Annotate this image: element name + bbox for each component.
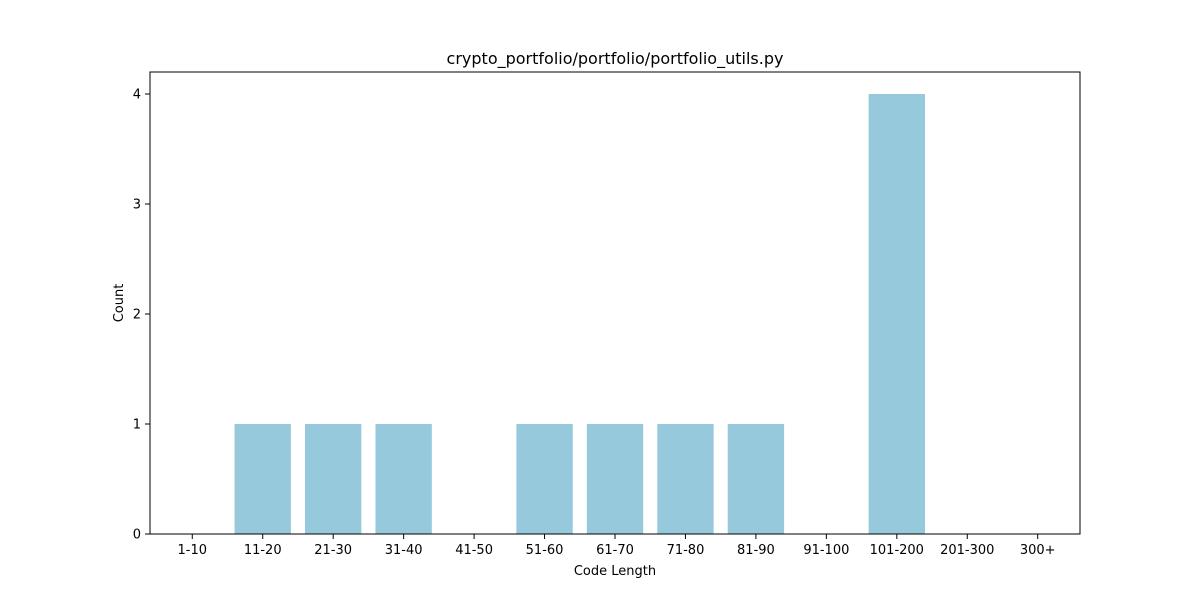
y-axis-label: Count <box>112 284 127 323</box>
bar-31-40 <box>375 424 432 534</box>
x-tick-label: 61-70 <box>596 543 634 558</box>
bar-101-200 <box>868 94 925 534</box>
x-tick-label: 31-40 <box>385 543 423 558</box>
bar-81-90 <box>727 424 785 534</box>
bar-71-80 <box>657 424 714 534</box>
x-tick-label: 91-100 <box>803 543 849 558</box>
x-tick-label: 1-10 <box>178 543 208 558</box>
x-tick-label: 21-30 <box>314 543 352 558</box>
chart-title: crypto_portfolio/portfolio/portfolio_uti… <box>447 49 784 69</box>
x-tick-label: 101-200 <box>870 543 924 558</box>
bar-21-30 <box>305 424 362 534</box>
bar-51-60 <box>516 424 573 534</box>
bars-group <box>234 94 925 534</box>
x-tick-label: 300+ <box>1020 543 1056 558</box>
x-tick-label: 201-300 <box>940 543 994 558</box>
y-tick-label: 4 <box>133 88 141 103</box>
x-tick-label: 71-80 <box>667 543 705 558</box>
y-tick-label: 3 <box>133 198 141 213</box>
x-axis-label: Code Length <box>574 564 656 579</box>
y-tick-label: 1 <box>133 418 141 433</box>
y-tick-label: 2 <box>133 308 141 323</box>
y-tick-label: 0 <box>133 528 141 543</box>
bar-61-70 <box>586 424 644 534</box>
x-tick-label: 41-50 <box>455 543 493 558</box>
y-axis-ticks: 0 1 2 3 4 <box>133 88 150 543</box>
bar-11-20 <box>234 424 291 534</box>
x-axis-ticks: 1-10 11-20 21-30 31-40 41-50 51-60 61-70 71-80 8… <box>178 534 1056 558</box>
x-tick-label: 51-60 <box>526 543 564 558</box>
x-tick-label: 81-90 <box>737 543 775 558</box>
x-tick-label: 11-20 <box>244 543 282 558</box>
